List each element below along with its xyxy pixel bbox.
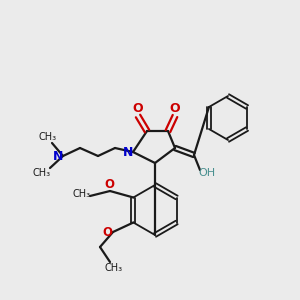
Text: O: O — [170, 103, 180, 116]
Text: O: O — [133, 103, 143, 116]
Text: CH₃: CH₃ — [33, 168, 51, 178]
Text: CH₃: CH₃ — [39, 132, 57, 142]
Text: CH₃: CH₃ — [73, 189, 91, 199]
Text: N: N — [53, 149, 63, 163]
Text: O: O — [104, 178, 114, 191]
Text: N: N — [123, 146, 133, 158]
Text: O: O — [102, 226, 112, 239]
Text: CH₃: CH₃ — [105, 263, 123, 273]
Text: OH: OH — [198, 168, 216, 178]
